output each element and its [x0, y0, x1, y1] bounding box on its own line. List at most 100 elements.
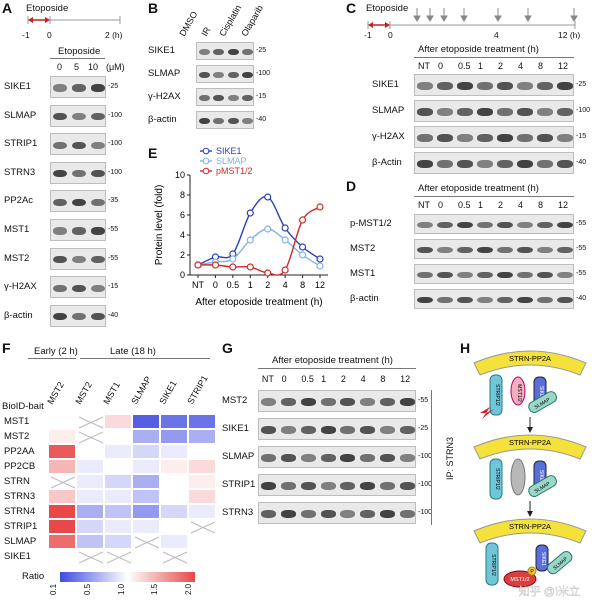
A-band [53, 284, 68, 292]
f-column-label: SIKE1 [157, 378, 179, 406]
g-ip-bracket [431, 390, 432, 525]
G-lane-label: 2 [340, 374, 346, 384]
C-band [437, 160, 453, 168]
A-band [90, 198, 105, 206]
B-band [198, 72, 210, 78]
D-mw-marker: -40 [576, 295, 587, 302]
f-heatmap-cell [132, 489, 160, 504]
D-band [457, 296, 473, 304]
f-column-label: STRIP1 [185, 373, 210, 406]
f-heatmap-cell [188, 444, 216, 459]
b-lane-olaparib: Olaparib [239, 3, 266, 39]
G-mw-marker: -100 [418, 453, 433, 460]
G-band [320, 482, 336, 490]
G-band [320, 426, 336, 434]
e-data-point [281, 266, 289, 274]
f-heatmap-cell [160, 429, 188, 444]
f-heatmap-cell [132, 459, 160, 474]
D-band [537, 296, 553, 304]
g-ip-label: IP: STRN3 [445, 436, 455, 480]
c-time-mid: 4 [494, 30, 499, 40]
f-heatmap-cell [76, 459, 104, 474]
D-band [557, 246, 573, 254]
e-data-point [316, 203, 324, 211]
G-band [399, 426, 415, 434]
G-band [261, 426, 277, 434]
G-band [281, 510, 297, 518]
f-heatmap-cell [188, 474, 216, 489]
B-blot-strip [196, 65, 254, 83]
f-heatmap-cell [132, 444, 160, 459]
C-band [557, 160, 573, 168]
e-data-point [264, 193, 272, 201]
f-heatmap-cell [76, 519, 104, 534]
a-dose-unit: (μM) [106, 62, 125, 72]
a-dose-bracket [50, 58, 105, 59]
C-band [537, 82, 553, 90]
f-heatmap-cell [132, 534, 160, 549]
D-band [417, 246, 433, 254]
h-complex-label-3: STRN-PP2A [509, 522, 551, 531]
D-lane-label: 12 [558, 200, 569, 210]
C-band [417, 160, 433, 168]
e-data-point [316, 255, 324, 263]
D-band [517, 246, 533, 254]
A-blot-strip [50, 247, 106, 270]
A-blot-strip [50, 161, 106, 184]
G-band [399, 510, 415, 518]
C-band [437, 82, 453, 90]
f-heatmap-cell [160, 474, 188, 489]
D-band [497, 296, 513, 304]
A-band [90, 170, 105, 178]
G-band [379, 426, 395, 434]
G-row-label: SIKE1 [222, 423, 249, 434]
D-row-label: MST1 [350, 268, 376, 279]
A-blot-strip [50, 76, 106, 98]
a-treatment: Etoposide [26, 3, 69, 14]
G-band [379, 510, 395, 518]
A-band [90, 84, 105, 92]
G-blot-strip [258, 474, 416, 496]
D-band [497, 246, 513, 254]
C-blot-strip [414, 74, 574, 96]
B-row-label: SLMAP [148, 68, 181, 79]
f-legend-tick: 1.5 [150, 583, 160, 595]
D-mw-marker: -55 [576, 220, 587, 227]
f-heatmap-cell [160, 444, 188, 459]
G-band [360, 510, 376, 518]
B-band [198, 95, 210, 101]
C-band [457, 134, 473, 142]
panel-label-g: G [222, 340, 233, 356]
A-mw-marker: -35 [108, 197, 119, 205]
G-band [300, 510, 316, 518]
D-row-label: MST2 [350, 243, 376, 254]
f-row-label: PP2CB [4, 461, 36, 472]
G-band [281, 454, 297, 462]
C-band [477, 160, 493, 168]
f-heatmap-cell [48, 504, 76, 519]
C-blot-strip [414, 126, 574, 148]
D-band [537, 221, 553, 229]
f-heatmap-cell [132, 519, 160, 534]
f-heatmap-cell [76, 429, 104, 444]
C-band [457, 82, 473, 90]
D-mw-marker: -55 [576, 245, 587, 252]
f-legend-bar [60, 572, 195, 582]
f-heatmap-cell [188, 504, 216, 519]
e-data-point [264, 269, 272, 277]
e-y-tick-label: 10 [175, 170, 185, 180]
G-lane-label: 0 [281, 374, 287, 384]
d-header: After etoposide treatment (h) [418, 183, 539, 194]
B-band [242, 118, 254, 124]
h-sike-label-3: SIKE1 [540, 552, 546, 566]
G-row-label: SLMAP [222, 451, 255, 462]
D-blot-strip [414, 264, 574, 284]
B-band [242, 72, 254, 78]
A-band [53, 313, 68, 321]
A-band [53, 256, 68, 264]
h-complex-label-1: STRN-PP2A [509, 354, 551, 363]
e-data-point [229, 263, 237, 271]
G-band [379, 398, 395, 406]
h-arrow-icon-2 [527, 501, 533, 517]
